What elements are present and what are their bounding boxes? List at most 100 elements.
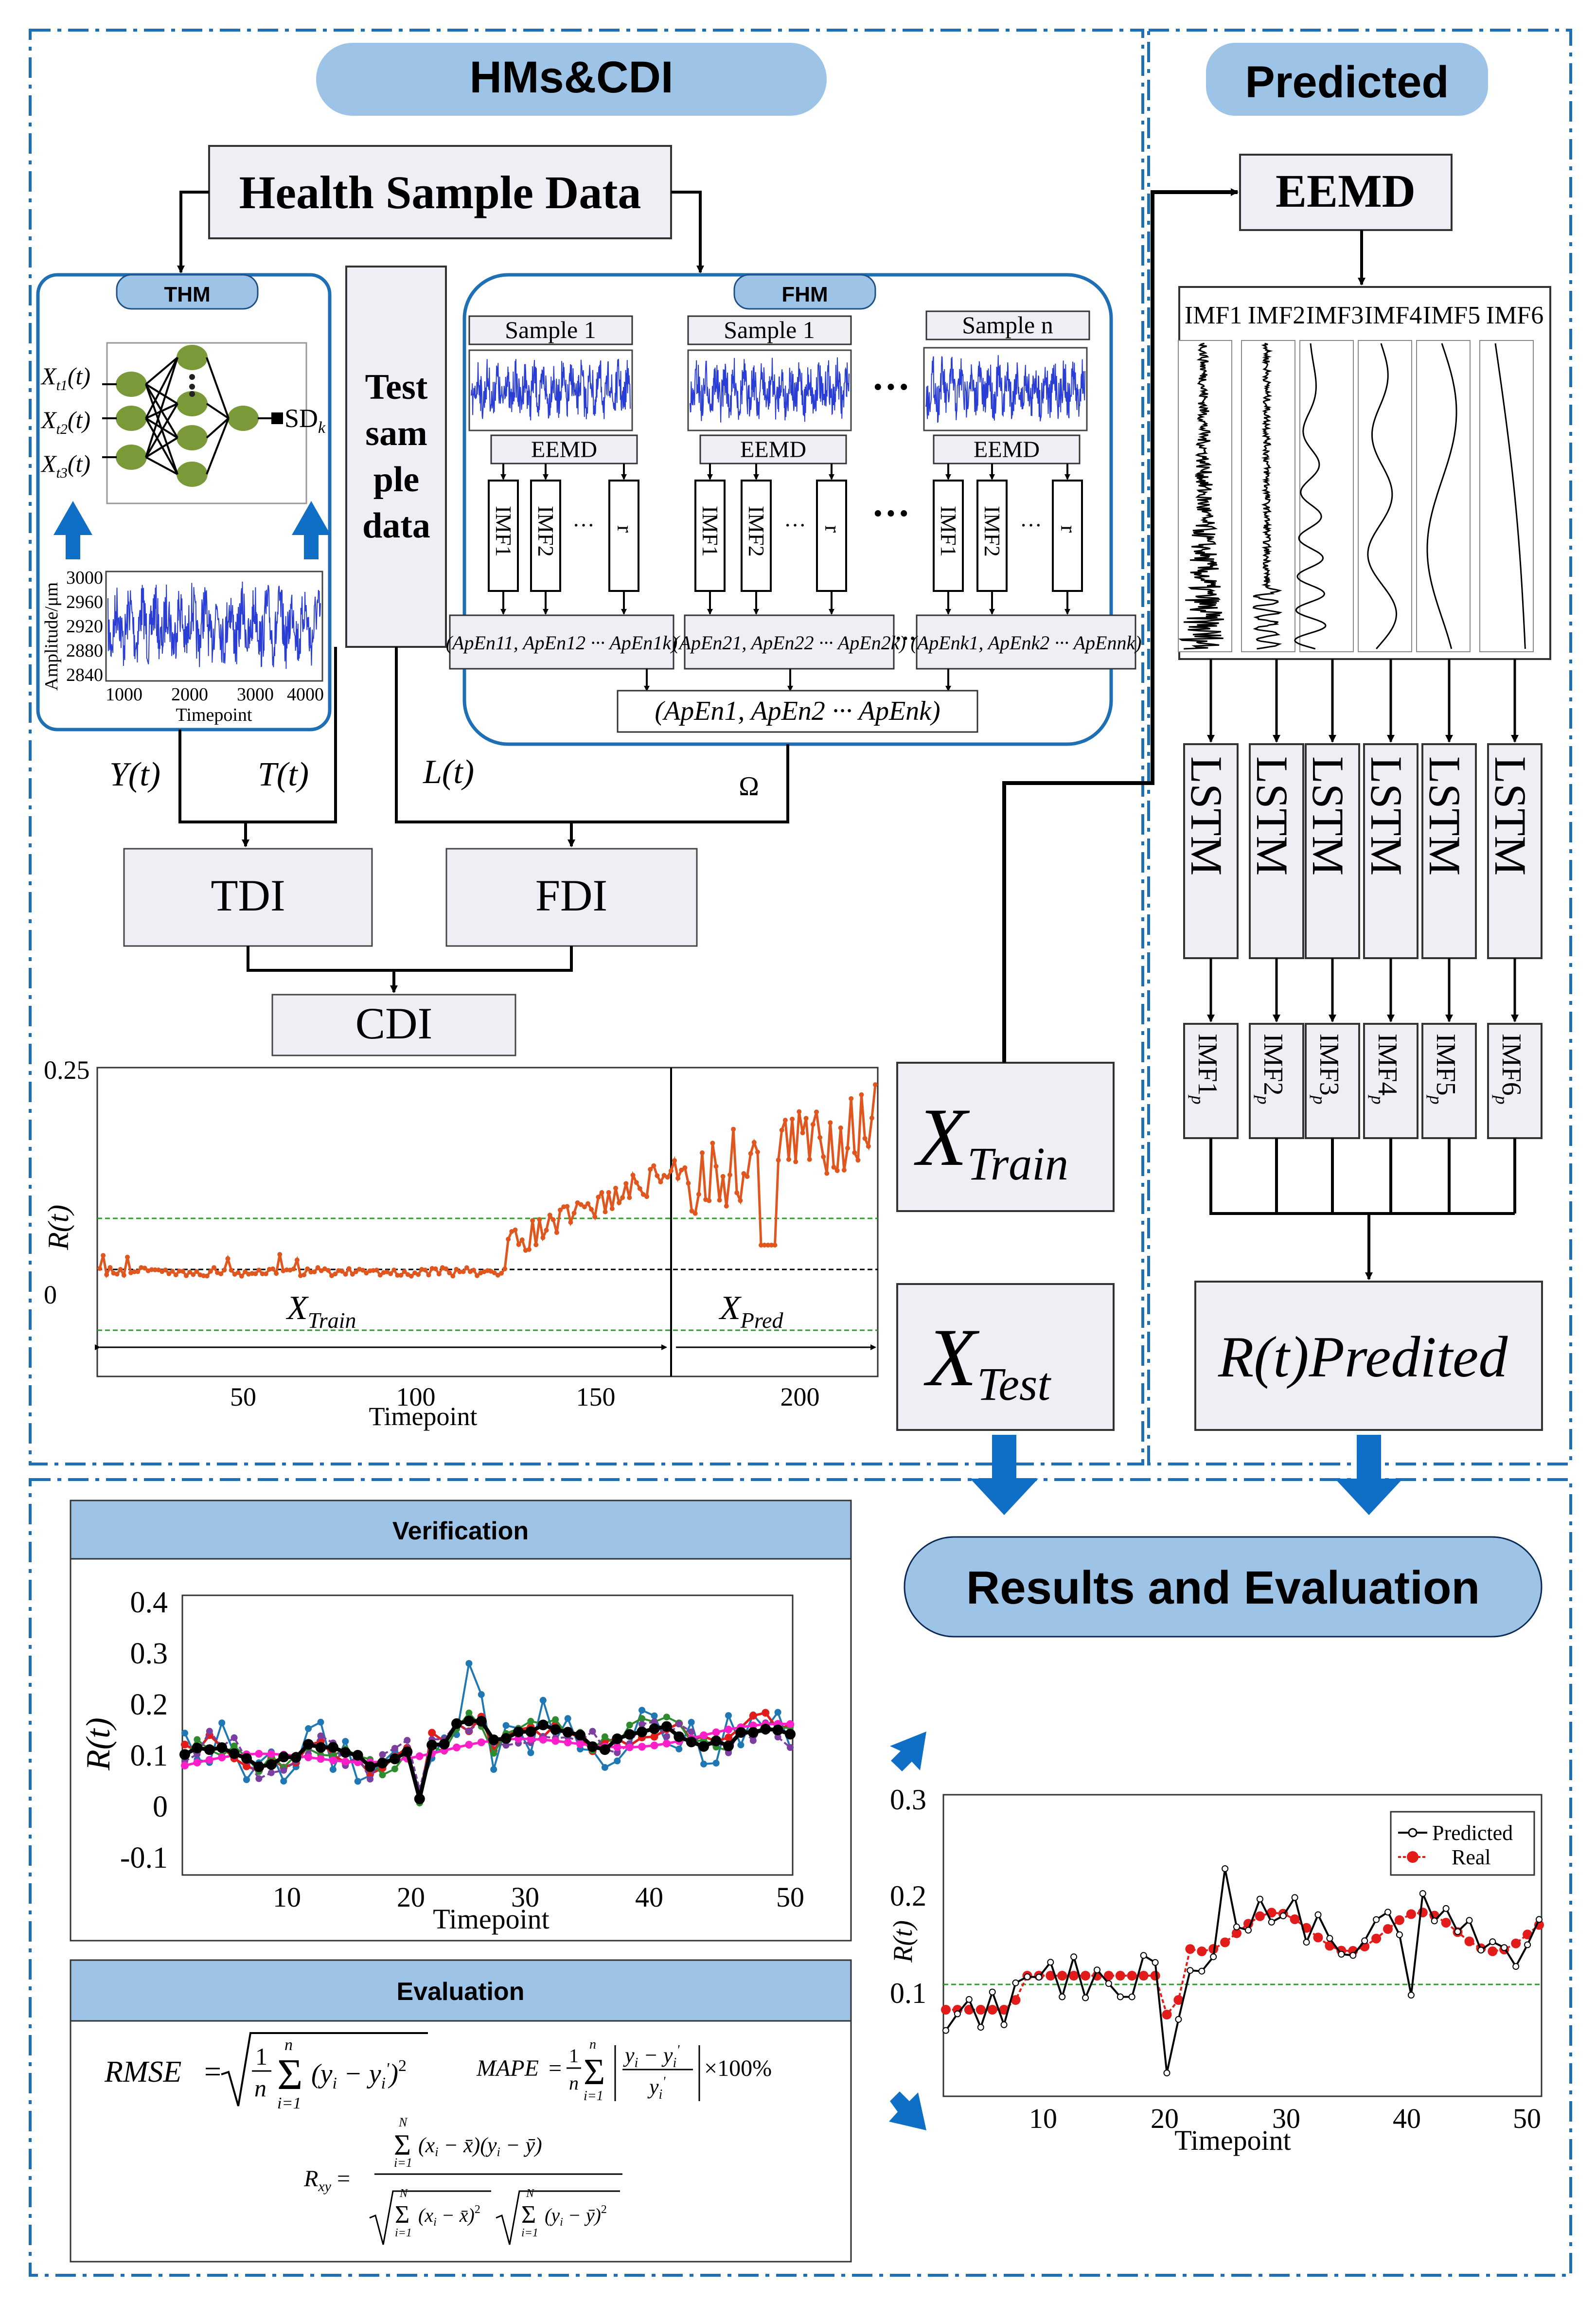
rt-point xyxy=(596,1195,601,1200)
rt-point xyxy=(163,1268,168,1273)
rt-point xyxy=(194,1269,199,1274)
hms-cdi-panel xyxy=(29,29,1144,1465)
rt-point xyxy=(537,1217,542,1222)
rt-point xyxy=(849,1096,854,1101)
verification-point xyxy=(365,1761,376,1772)
rt-point xyxy=(208,1268,213,1274)
verification-point xyxy=(747,1727,759,1738)
predicted-point xyxy=(1303,1939,1310,1946)
svg-text:IMF1: IMF1 xyxy=(491,506,516,557)
svg-text:(yi − ȳ)2: (yi − ȳ)2 xyxy=(545,2203,607,2229)
verification-point xyxy=(550,1724,561,1735)
thm-input-3: Xt3(t) xyxy=(40,450,90,481)
predicted-title: Predicted xyxy=(1245,57,1449,107)
rt-point xyxy=(132,1269,137,1274)
verification-point xyxy=(723,1740,734,1751)
rt-point xyxy=(759,1243,763,1248)
rt-point xyxy=(606,1190,611,1195)
fhm-ellipsis: ··· xyxy=(871,366,910,409)
rt-point xyxy=(166,1271,172,1276)
real-point xyxy=(1232,1928,1241,1938)
rt-point xyxy=(786,1157,791,1162)
svg-text:Σ: Σ xyxy=(394,2129,411,2161)
amp-ytick: 3000 xyxy=(66,568,103,588)
rt-point xyxy=(828,1120,833,1125)
rt-point xyxy=(377,1272,383,1278)
imf-pred-box xyxy=(1249,1023,1304,1139)
verification-point xyxy=(749,1712,757,1720)
lstm-box xyxy=(1421,743,1477,959)
rt-point xyxy=(346,1266,352,1271)
verification-point xyxy=(317,1755,325,1763)
predicted-point xyxy=(1163,2070,1170,2076)
svg-text:IMF2: IMF2 xyxy=(744,506,769,557)
svg-text:data: data xyxy=(362,506,430,546)
thm-up-arrows xyxy=(53,501,331,559)
verification-point xyxy=(465,1660,473,1667)
verification-point xyxy=(649,1723,660,1734)
amp-xtick: 2000 xyxy=(171,684,208,705)
svg-text:Σ: Σ xyxy=(395,2201,409,2229)
rt-point xyxy=(727,1172,732,1178)
rt-point xyxy=(686,1180,691,1186)
rt-point xyxy=(180,1268,185,1274)
verification-point xyxy=(513,1726,524,1737)
rt-point xyxy=(800,1130,805,1136)
verification-point xyxy=(725,1733,732,1742)
res-ytick: 0.2 xyxy=(890,1880,926,1912)
predicted-point xyxy=(1268,1918,1275,1926)
verification-point xyxy=(651,1712,658,1719)
svg-text:n: n xyxy=(254,2074,266,2102)
verification-point xyxy=(712,1760,720,1767)
up-arrow-icon xyxy=(53,501,92,559)
verification-point xyxy=(638,1707,646,1714)
rt-point xyxy=(859,1092,864,1097)
real-point xyxy=(1081,1971,1091,1981)
verification-point xyxy=(785,1729,796,1740)
res-ytick: 0.1 xyxy=(890,1977,926,2009)
verification-point xyxy=(453,1743,461,1751)
res-xtick: 10 xyxy=(1029,2103,1057,2134)
rt-point xyxy=(585,1201,590,1206)
rt-point xyxy=(665,1175,670,1180)
x-train-label: XTrain xyxy=(914,1091,1068,1190)
rt-point xyxy=(724,1203,729,1209)
verification-point xyxy=(377,1757,388,1768)
verification-point xyxy=(638,1721,646,1728)
verification-point xyxy=(552,1716,559,1723)
real-point xyxy=(1150,1971,1160,1981)
rt-point xyxy=(765,1243,771,1248)
svg-text:n: n xyxy=(589,2037,596,2052)
svg-text:1: 1 xyxy=(255,2043,267,2070)
results-panel xyxy=(29,1478,1572,2277)
imf-pred-label: IMF2p xyxy=(1254,1034,1288,1105)
rt-point xyxy=(350,1271,355,1277)
rt-point xyxy=(627,1195,632,1200)
verification-point xyxy=(662,1739,671,1748)
verification-point xyxy=(255,1750,263,1758)
real-point xyxy=(1103,1971,1114,1981)
res-xtick: 40 xyxy=(1393,2103,1421,2134)
verification-point xyxy=(575,1730,586,1741)
rt-point xyxy=(492,1270,497,1275)
rt-point xyxy=(107,1265,113,1270)
imf-trace xyxy=(1426,343,1457,649)
rt-point xyxy=(852,1150,857,1155)
ver-ytick: -0.1 xyxy=(120,1841,168,1875)
rt-point xyxy=(277,1252,283,1257)
verification-point xyxy=(477,1738,485,1747)
real-point xyxy=(1208,1944,1219,1954)
verification-point xyxy=(194,1736,201,1743)
verification-point xyxy=(787,1744,794,1751)
predicted-point xyxy=(942,2027,949,2034)
rt-point xyxy=(637,1186,642,1191)
verification-point xyxy=(290,1752,301,1763)
pill-results: Results and Evaluation xyxy=(904,1536,1543,1638)
rt-xtick: 150 xyxy=(576,1382,616,1411)
rt-point xyxy=(713,1163,719,1169)
rt-point xyxy=(308,1269,314,1275)
svg-text:n: n xyxy=(569,2072,579,2094)
svg-text:Sample n: Sample n xyxy=(962,311,1053,339)
rt-point xyxy=(104,1272,109,1277)
real-point xyxy=(1383,1924,1393,1934)
